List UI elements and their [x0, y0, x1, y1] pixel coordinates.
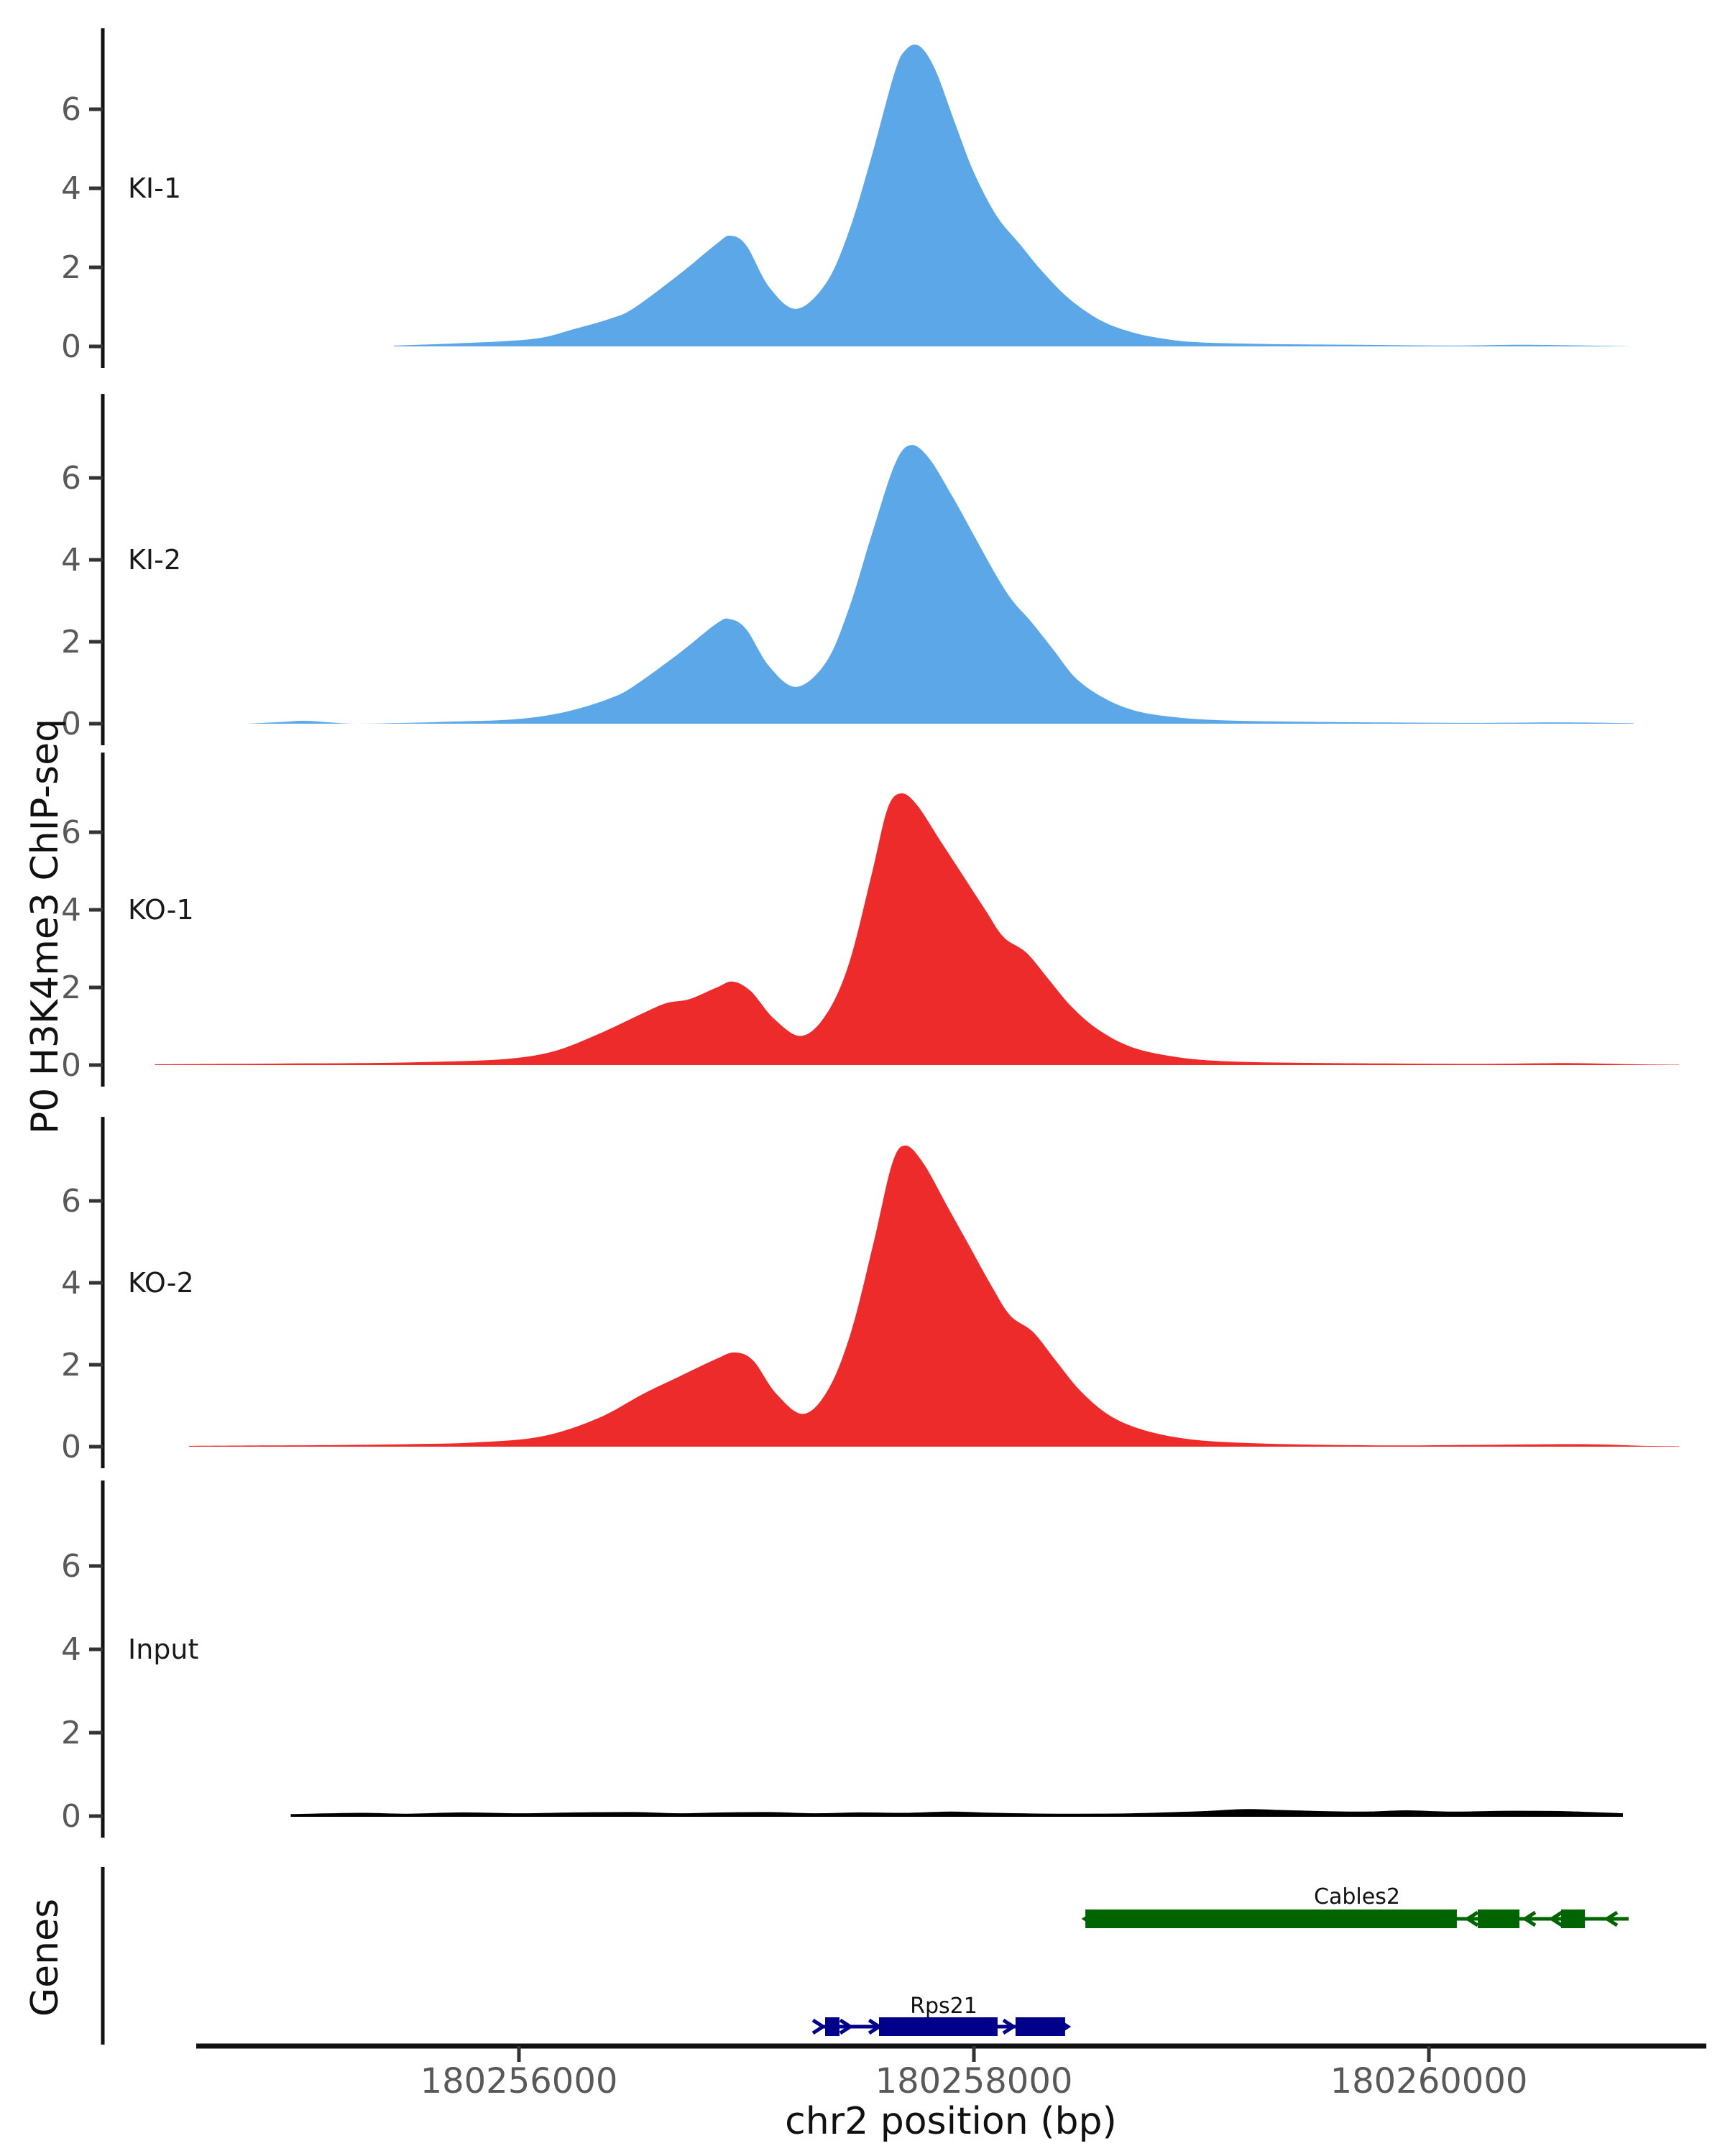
track-label-ko-1: KO-1 [128, 894, 194, 926]
y-tick-label: 2 [61, 1715, 81, 1751]
y-tick-label: 4 [61, 1265, 81, 1302]
signal-curve-ko-1 [155, 793, 1680, 1065]
y-tick-label: 2 [61, 1347, 81, 1383]
signal-curve-ko-2 [189, 1146, 1680, 1447]
genes-panel-title: Genes [24, 1898, 67, 2017]
y-axis-title: P0 H3K4me3 ChIP-seq [24, 718, 67, 1135]
track-label-ki-1: KI-1 [128, 172, 182, 204]
gene-strand-arrow [1604, 1910, 1619, 1927]
track-label-ki-2: KI-2 [128, 544, 182, 576]
y-tick-label: 0 [61, 706, 81, 742]
y-tick-label: 4 [61, 1631, 81, 1668]
y-tick-label: 6 [61, 1548, 81, 1585]
gene-exon [1560, 1909, 1586, 1928]
y-tick-label: 0 [61, 1798, 81, 1835]
gene-strand-arrow [868, 2018, 883, 2035]
signal-curve-ki-2 [246, 445, 1634, 724]
gene-strand-arrow [1464, 1910, 1479, 1927]
y-tick-label: 4 [61, 542, 81, 579]
gene-strand-arrow [1548, 1910, 1563, 1927]
gene-label-rps21: Rps21 [910, 1994, 978, 2019]
x-tick-label: 180258000 [875, 2061, 1073, 2101]
y-tick-label: 0 [61, 1429, 81, 1465]
gene-strand-arrow [1057, 2018, 1072, 2035]
gene-strand-arrow [1522, 1910, 1537, 1927]
gene-strand-arrow [1081, 1910, 1096, 1927]
signal-curve-input [290, 1809, 1623, 1817]
y-tick-label: 6 [61, 91, 81, 128]
track-label-ko-2: KO-2 [128, 1267, 194, 1299]
y-tick-label: 6 [61, 1183, 81, 1220]
x-tick-label: 180256000 [420, 2061, 618, 2101]
x-tick-label: 180260000 [1330, 2061, 1528, 2101]
gene-exon [825, 2017, 840, 2036]
y-tick-label: 2 [61, 624, 81, 660]
signal-curve-ki-1 [393, 44, 1634, 346]
gene-exon [1085, 1909, 1457, 1928]
y-tick-label: 6 [61, 460, 81, 497]
y-tick-label: 2 [61, 969, 81, 1006]
y-tick-label: 6 [61, 814, 81, 851]
y-tick-label: 2 [61, 249, 81, 286]
gene-exon [1478, 1909, 1519, 1928]
track-label-input: Input [128, 1634, 199, 1665]
gene-label-cables2: Cables2 [1314, 1884, 1400, 1909]
x-axis-title: chr2 position (bp) [785, 2100, 1117, 2143]
gene-strand-arrow [1002, 2018, 1017, 2035]
gene-strand-arrow [811, 2018, 827, 2035]
gene-exon [1015, 2017, 1065, 2036]
gene-strand-arrow [839, 2018, 854, 2035]
y-tick-label: 0 [61, 328, 81, 365]
y-tick-label: 4 [61, 170, 81, 207]
y-tick-label: 4 [61, 892, 81, 929]
y-tick-label: 0 [61, 1047, 81, 1084]
gene-exon [879, 2017, 998, 2036]
